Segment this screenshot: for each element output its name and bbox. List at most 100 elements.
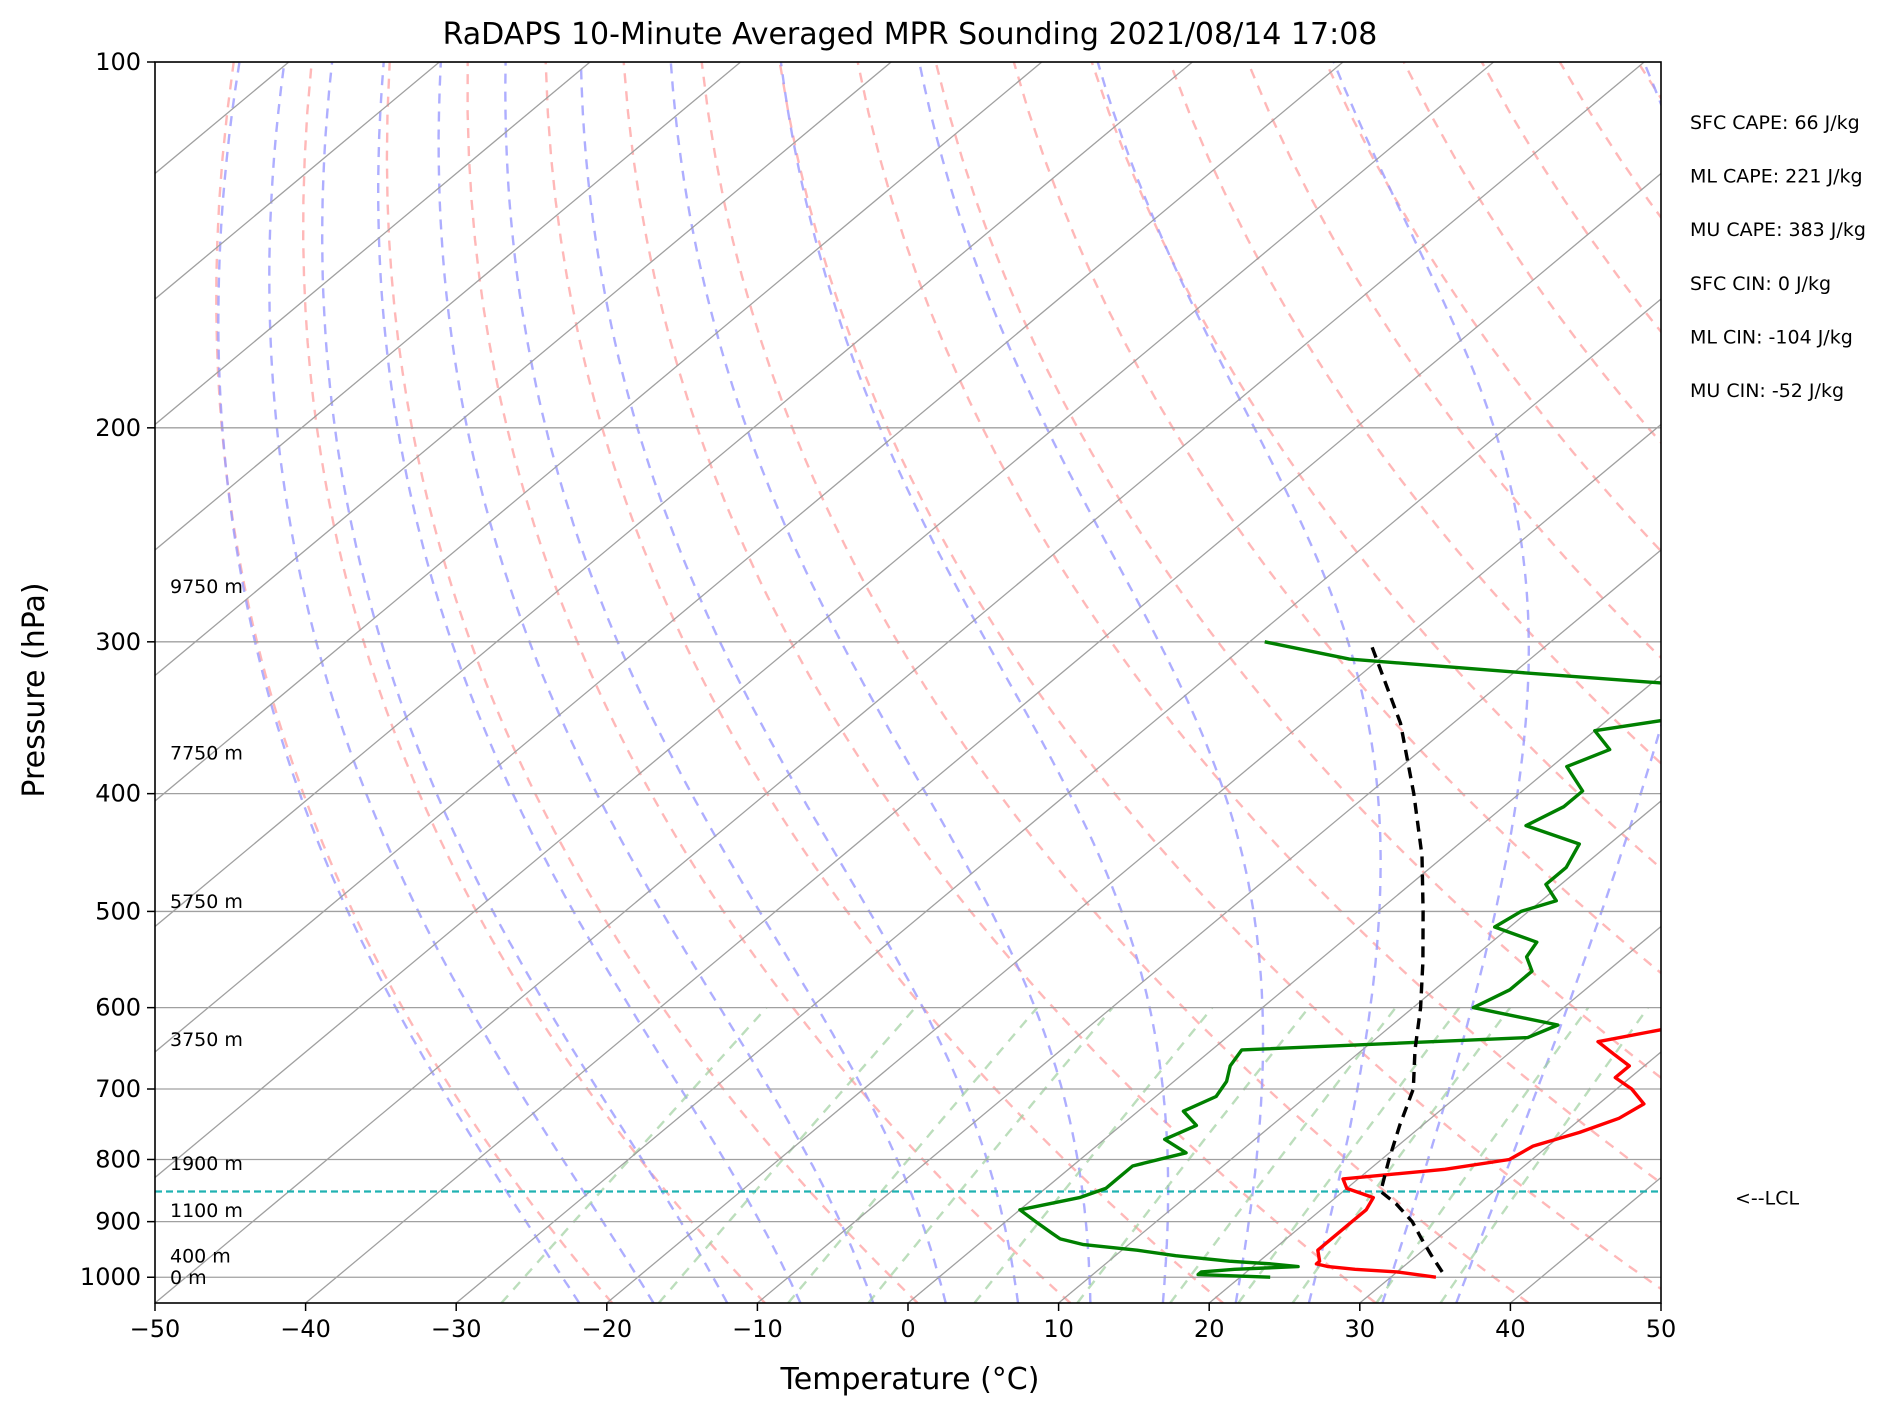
isotherm-line bbox=[1208, 925, 1661, 1303]
dry-adiabat-line bbox=[215, 62, 614, 1303]
height-label: 0 m bbox=[170, 1267, 207, 1289]
mixing-ratio-line bbox=[1375, 1006, 1590, 1303]
x-tick-label: −50 bbox=[130, 1315, 181, 1343]
isotherm-line bbox=[1660, 1302, 1661, 1303]
isotherm-line bbox=[155, 62, 742, 551]
dry-adiabat-line bbox=[1012, 62, 1661, 975]
dry-adiabat-line bbox=[1090, 62, 1661, 870]
moist-adiabat-line bbox=[437, 62, 875, 1303]
cape-cin-text: MU CIN: -52 J/kg bbox=[1690, 380, 1844, 402]
mixing-ratio-line bbox=[787, 1006, 1039, 1303]
cape-cin-text: SFC CAPE: 66 J/kg bbox=[1690, 112, 1860, 134]
x-tick-label: −30 bbox=[431, 1315, 482, 1343]
height-label: 7750 m bbox=[170, 743, 243, 765]
dry-adiabat-line bbox=[856, 62, 1661, 1185]
y-tick-label: 400 bbox=[95, 780, 141, 808]
moist-adiabat-line bbox=[1455, 62, 1661, 1303]
y-tick-label: 500 bbox=[95, 897, 141, 925]
dry-adiabat-line bbox=[700, 62, 1530, 1303]
dry-adiabat-line bbox=[301, 62, 766, 1303]
mixing-ratio-line bbox=[1169, 1006, 1397, 1303]
chart-title: RaDAPS 10-Minute Averaged MPR Sounding 2… bbox=[443, 17, 1378, 52]
temperature-profile bbox=[1314, 1028, 1661, 1279]
isotherm-line bbox=[155, 62, 591, 426]
x-tick-label: 0 bbox=[900, 1315, 915, 1343]
y-tick-label: 100 bbox=[95, 48, 141, 76]
height-label: 9750 m bbox=[170, 576, 243, 598]
mixing-ratio-line bbox=[1291, 1006, 1512, 1303]
mixing-ratio-line bbox=[1237, 1006, 1461, 1303]
height-label: 3750 m bbox=[170, 1029, 243, 1051]
dry-adiabat-line bbox=[466, 62, 1072, 1303]
dry-adiabat-line bbox=[1872, 62, 1903, 1303]
height-label: 5750 m bbox=[170, 891, 243, 913]
x-tick-label: 30 bbox=[1345, 1315, 1376, 1343]
mixing-ratio-line bbox=[657, 1006, 917, 1303]
dry-adiabat-line bbox=[1716, 62, 1903, 1303]
moist-adiabat-line bbox=[268, 62, 655, 1303]
isotherm-line bbox=[305, 172, 1661, 1303]
isotherm-line bbox=[155, 62, 1645, 1303]
dry-adiabat-line bbox=[1794, 62, 1903, 1303]
moist-adiabat-line bbox=[217, 62, 581, 1303]
mixing-ratio-line bbox=[1076, 1006, 1310, 1303]
x-tick-label: −40 bbox=[280, 1315, 331, 1343]
y-tick-label: 700 bbox=[95, 1075, 141, 1103]
y-tick-label: 200 bbox=[95, 414, 141, 442]
dry-adiabat-line bbox=[622, 62, 1377, 1303]
mixing-ratio-line bbox=[973, 1006, 1214, 1303]
dry-adiabat-line bbox=[934, 62, 1661, 1080]
background-lines bbox=[155, 62, 1903, 1303]
x-tick-label: 10 bbox=[1043, 1315, 1074, 1343]
x-tick-label: 50 bbox=[1646, 1315, 1677, 1343]
isotherm-line bbox=[907, 674, 1661, 1303]
isotherm-line bbox=[1359, 1051, 1661, 1303]
dry-adiabat-line bbox=[1558, 62, 1661, 220]
cape-cin-annotations: SFC CAPE: 66 J/kg ML CAPE: 221 J/kg MU CAP… bbox=[1690, 112, 1866, 1209]
moist-adiabat-line bbox=[377, 62, 802, 1303]
isotherm-line bbox=[155, 62, 892, 677]
sounding-profiles bbox=[1018, 640, 1661, 1279]
x-axis-label: Temperature (°C) bbox=[780, 1362, 1040, 1397]
axis-ticks: −50 −40 −30 −20 −10 0 10 20 30 40 50 1000 900 800 700 6… bbox=[80, 48, 1676, 1343]
isotherm-line bbox=[756, 549, 1661, 1303]
moist-adiabat-line bbox=[320, 62, 729, 1303]
cape-cin-text: SFC CIN: 0 J/kg bbox=[1690, 273, 1831, 295]
moist-adiabat-line bbox=[669, 62, 1092, 1303]
isotherm-line bbox=[455, 298, 1661, 1303]
x-tick-label: 20 bbox=[1194, 1315, 1225, 1343]
x-tick-label: −20 bbox=[581, 1315, 632, 1343]
isotherm-line bbox=[1058, 800, 1661, 1303]
isotherm-line bbox=[155, 62, 1495, 1179]
mixing-ratio-line bbox=[867, 1006, 1114, 1303]
dry-adiabat-line bbox=[1480, 62, 1661, 334]
x-tick-label: 40 bbox=[1495, 1315, 1526, 1343]
y-tick-label: 800 bbox=[95, 1145, 141, 1173]
dry-adiabat-line bbox=[1636, 62, 1661, 101]
parcel-profile bbox=[1368, 641, 1444, 1273]
isotherm-line bbox=[1509, 1176, 1661, 1303]
y-tick-label: 900 bbox=[95, 1208, 141, 1236]
lcl-label: <--LCL bbox=[1735, 1187, 1799, 1209]
y-tick-label: 600 bbox=[95, 994, 141, 1022]
y-axis-label: Pressure (hPa) bbox=[17, 582, 52, 797]
height-label: 1100 m bbox=[170, 1200, 243, 1222]
height-label: 400 m bbox=[170, 1246, 231, 1268]
isotherm-line bbox=[155, 62, 1344, 1053]
dry-adiabat-line bbox=[778, 62, 1661, 1291]
isotherm-line bbox=[606, 423, 1661, 1303]
cape-cin-text: MU CAPE: 383 J/kg bbox=[1690, 219, 1866, 241]
isotherm-line bbox=[155, 62, 440, 300]
moist-adiabat-line bbox=[579, 62, 1020, 1303]
height-label: 1900 m bbox=[170, 1153, 243, 1175]
mixing-ratio-line bbox=[500, 1006, 768, 1303]
x-tick-label: −10 bbox=[732, 1315, 783, 1343]
dry-adiabat-line bbox=[1168, 62, 1661, 765]
dry-adiabat-line bbox=[544, 62, 1224, 1303]
moist-adiabat-line bbox=[504, 62, 947, 1303]
dry-adiabat-line bbox=[385, 62, 919, 1303]
moist-adiabat-line bbox=[918, 62, 1265, 1303]
